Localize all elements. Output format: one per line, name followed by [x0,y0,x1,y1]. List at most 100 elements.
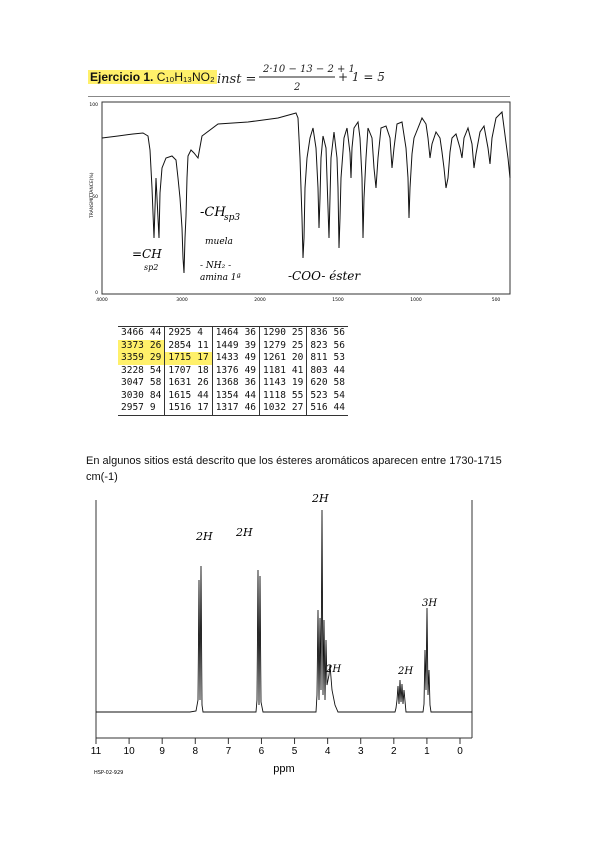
nmr-spectrum: 11 10 9 8 7 6 5 4 3 2 1 0 ppm HSP-02-929 2H 2H 2H 2… [91,492,473,776]
peak-table-body: 3466 44 2925 4 1464 36 1290 25 836 56 3373 26 2854 11… [118,326,348,415]
peak-wavenumber: 523 [306,389,331,402]
peak-wavenumber: 3359 [118,352,147,365]
peak-wavenumber: 620 [306,377,331,390]
peak-transmittance: 56 [333,327,345,338]
peak-transmittance: 11 [197,339,209,351]
peak-transmittance: 44 [333,364,345,376]
peak-wavenumber: 1181 [259,364,289,377]
peak-transmittance: 56 [333,339,345,351]
peak-wavenumber: 823 [306,339,331,352]
peak-transmittance: 17 [197,402,209,413]
nmr-tick-label: 9 [159,746,165,757]
unsaturation-formula: inst = 2·10 − 13 − 2 + 1 2 + 1 = 5 [217,64,385,93]
peak-wavenumber: 1317 [211,402,242,415]
peak-wavenumber: 1032 [259,402,289,415]
peak-transmittance: 29 [146,352,165,365]
peak-transmittance: 18 [197,364,209,376]
exercise-label: Ejercicio 1. [90,70,154,84]
insat-numerator: 2·10 − 13 − 2 + 1 [262,64,355,75]
table-row: 3359 29 1715 17 1433 49 1261 20 811 53 [118,352,348,365]
molecular-formula: C₁₀H₁₃NO₂ [156,70,215,84]
ir-xtick-1500: 1500 [332,297,344,303]
nmr-code: HSP-02-929 [94,770,123,776]
ester-note: En algunos sitios está descrito que los … [86,455,502,483]
ir-xtick-3000: 3000 [176,297,188,303]
peak-wavenumber: 3047 [121,377,144,388]
ir-annot-csp3: -CH [200,205,226,220]
peak-transmittance: 58 [333,377,345,388]
peak-wavenumber: 836 [306,326,331,340]
nmr-tick-label: 3 [358,746,364,757]
peak-transmittance: 26 [146,339,165,352]
nmr-int-och2: 2H [311,492,329,505]
peak-wavenumber: 1707 [164,364,195,377]
nmr-tick-label: 1 [424,746,430,757]
peak-transmittance: 44 [149,327,162,338]
peak-wavenumber: 3228 [121,364,144,376]
nmr-trace [96,509,472,713]
peak-transmittance: 84 [149,389,162,401]
ir-annot-ester: -COO- éster [288,269,361,283]
nmr-tick-label: 2 [391,746,397,757]
ir-annot-nh2: - NH₂ - [200,261,231,271]
nmr-tick-label: 6 [259,746,265,757]
ir-annot-amina: amina 1ª [200,273,241,283]
peak-wavenumber: 3466 [121,327,144,338]
peak-transmittance: 20 [291,352,304,363]
ir-xtick-4000: 4000 [96,297,108,303]
peak-transmittance: 4 [197,327,203,338]
peak-transmittance: 36 [244,377,257,388]
peak-transmittance: 49 [244,352,257,363]
peak-transmittance: 27 [291,402,304,413]
nmr-tick-group: 11 10 9 8 7 6 5 4 3 2 1 0 [91,738,463,757]
exercise-title: Ejercicio 1. C₁₀H₁₃NO₂ [88,70,217,84]
ir-ylabel: TRANSMITTANCE(%) [89,172,95,219]
exercise-label-highlight: Ejercicio 1. C₁₀H₁₃NO₂ [88,70,217,84]
ir-frame [101,101,511,295]
table-row: 3373 26 2854 11 1449 39 1279 25 823 56 [118,339,348,352]
peak-wavenumber: 1376 [211,364,242,377]
peak-wavenumber: 1516 [164,402,195,415]
peak-transmittance: 53 [333,352,345,363]
nmr-int-aromatic1: 2H [195,530,213,543]
ir-spectrum: 100 50 0 TRANSMITTANCE(%) 4000 3000 2000… [89,101,511,303]
peak-wavenumber: 3373 [118,339,147,352]
peak-transmittance: 54 [333,389,345,401]
peak-transmittance: 44 [333,402,345,413]
peak-wavenumber: 811 [306,352,331,365]
insat-result: + 1 = 5 [338,70,385,84]
peak-transmittance: 26 [197,377,209,388]
peak-wavenumber: 1368 [211,377,242,390]
ir-ytick-100: 100 [89,102,98,108]
nmr-tick-label: 10 [124,746,136,757]
nmr-tick-label: 11 [91,746,102,757]
nmr-int-ch2: 2H [397,666,413,677]
peak-wavenumber: 2925 [164,326,195,340]
nmr-int-nh2: 2H [325,664,341,675]
ir-annot-csp2-sub: sp2 [144,263,158,272]
peak-transmittance: 41 [291,364,304,376]
peak-transmittance: 25 [291,327,304,338]
table-row: 2957 9 1516 17 1317 46 1032 27 516 44 [118,402,348,415]
peak-wavenumber: 1290 [259,326,289,340]
ir-xtick-2000: 2000 [254,297,266,303]
table-row: 3466 44 2925 4 1464 36 1290 25 836 56 [118,326,348,340]
nmr-tick-label: 7 [226,746,232,757]
peak-transmittance: 39 [244,339,257,351]
peak-transmittance: 58 [149,377,162,388]
ir-xtick-500: 500 [492,297,501,303]
peak-wavenumber: 1433 [211,352,242,365]
nmr-tick-label: 4 [325,746,331,757]
peak-wavenumber: 1615 [164,389,195,402]
peak-transmittance: 19 [291,377,304,388]
nmr-tick-label: 8 [192,746,198,757]
peak-transmittance: 25 [291,339,304,351]
peak-transmittance: 55 [291,389,304,401]
ir-ytick-0: 0 [95,290,98,296]
table-row: 3030 84 1615 44 1354 44 1118 55 523 54 [118,389,348,402]
peak-wavenumber: 1354 [211,389,242,402]
peak-wavenumber: 1143 [259,377,289,390]
ir-trace [101,110,511,274]
peak-transmittance: 9 [149,402,156,413]
header-separator [88,96,510,97]
